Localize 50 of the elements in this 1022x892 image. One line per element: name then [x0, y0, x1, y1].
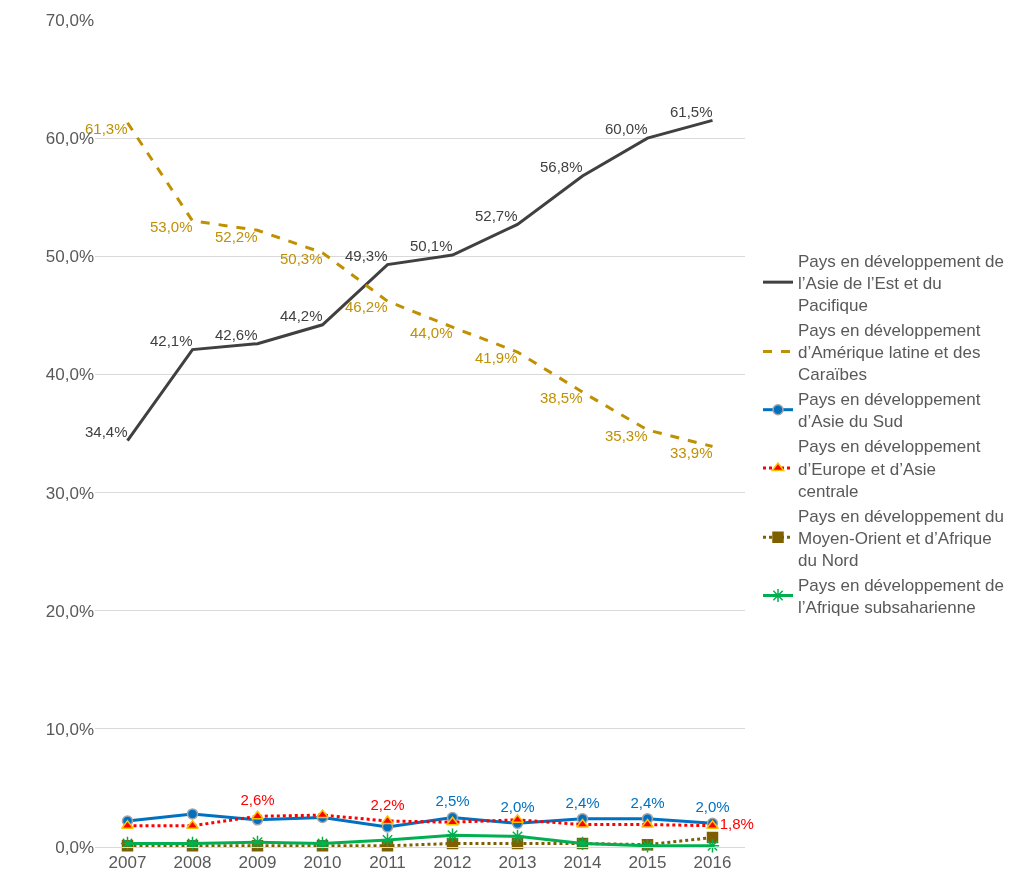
data-label: 60,0% — [604, 120, 648, 138]
data-label: 35,3% — [604, 427, 648, 445]
data-label: 42,6% — [214, 325, 258, 343]
y-tick-label: 20,0% — [45, 601, 94, 621]
x-tick-label: 2010 — [303, 853, 342, 873]
data-label: 2,6% — [240, 791, 275, 809]
data-label: 49,3% — [344, 246, 388, 264]
data-label: 50,3% — [279, 249, 323, 267]
y-tick-label: 50,0% — [45, 247, 94, 267]
y-tick-label: 10,0% — [45, 719, 94, 739]
data-label: 61,5% — [669, 102, 713, 120]
legend-label: Pays en développement d’Asie du Sud — [798, 390, 981, 432]
y-tick-label: 30,0% — [45, 483, 94, 503]
x-tick-label: 2008 — [173, 853, 212, 873]
data-label: 2,2% — [370, 796, 405, 814]
data-label: 33,9% — [669, 443, 713, 461]
y-tick-label: 40,0% — [45, 365, 94, 385]
legend-label: Pays en développement de l’Afrique subsaharienne — [798, 576, 1005, 618]
x-tick-label: 2011 — [369, 853, 406, 873]
x-tick-label: 2013 — [498, 853, 537, 873]
legend-label: Pays en développement du Moyen-Orient et d’Afrique du Nord — [798, 506, 1005, 570]
x-tick-label: 2009 — [238, 853, 277, 873]
legend-label: Pays en développement de l’Asie de l’Est et du Pacifique — [798, 251, 1005, 315]
data-label: 52,2% — [214, 227, 258, 245]
data-label: 2,5% — [435, 792, 470, 810]
data-label: 2,4% — [565, 793, 600, 811]
y-tick-label: 0,0% — [55, 837, 94, 857]
data-label: 2,0% — [500, 798, 535, 816]
data-label: 44,2% — [279, 307, 323, 325]
data-label: 46,2% — [344, 298, 388, 316]
data-label: 50,1% — [409, 237, 453, 255]
x-tick-label: 2012 — [433, 853, 472, 873]
data-label: 2,0% — [695, 798, 730, 816]
data-label: 2,4% — [630, 793, 665, 811]
x-tick-label: 2016 — [693, 853, 732, 873]
data-label: 41,9% — [474, 349, 518, 367]
data-label: 44,0% — [409, 324, 453, 342]
x-tick-label: 2015 — [628, 853, 667, 873]
legend-label: Pays en développement d’Europe et d’Asie centrale — [798, 437, 981, 501]
data-label: 42,1% — [149, 331, 193, 349]
data-label: 53,0% — [149, 218, 193, 236]
data-label: 52,7% — [474, 206, 518, 224]
legend-label: Pays en développement d’Amérique latine et des Caraïbes — [798, 320, 981, 385]
data-label: 56,8% — [539, 158, 583, 176]
x-tick-label: 2014 — [563, 853, 602, 873]
data-label: 34,4% — [84, 422, 128, 440]
data-label: 1,8% — [719, 815, 754, 833]
x-tick-label: 2007 — [108, 853, 147, 873]
data-label: 38,5% — [539, 389, 583, 407]
y-tick-label: 70,0% — [45, 10, 94, 30]
